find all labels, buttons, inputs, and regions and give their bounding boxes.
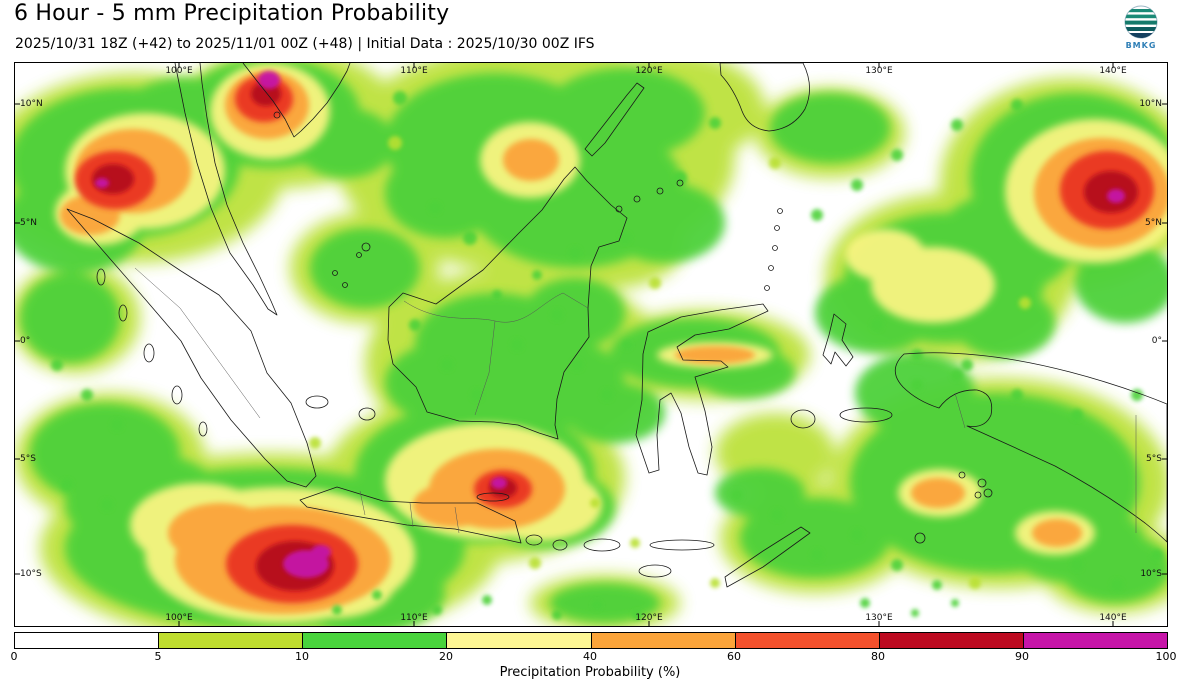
precip-field-speckles <box>51 91 1163 620</box>
colorbar-tick: 90 <box>1015 650 1029 663</box>
page-title: 6 Hour - 5 mm Precipitation Probability <box>14 1 450 26</box>
colorbar-segment <box>1023 633 1167 648</box>
precipitation-map-canvas <box>15 63 1167 626</box>
colorbar-tick: 40 <box>583 650 597 663</box>
bmkg-logo-label: BMKG <box>1125 41 1157 50</box>
colorbar-tick: 20 <box>439 650 453 663</box>
colorbar-tick: 0 <box>10 650 18 663</box>
colorbar-segment <box>447 633 592 648</box>
colorbar-segment <box>303 633 448 648</box>
precip-field-lime-speckles <box>309 136 1031 589</box>
colorbar-tick: 5 <box>154 650 162 663</box>
colorbar <box>14 632 1168 649</box>
bmkg-logo: BMKG <box>1118 4 1164 51</box>
colorbar-tick: 10 <box>295 650 309 663</box>
colorbar-ticks: 0 5 10 20 40 60 80 90 100 <box>10 650 1177 663</box>
graticule-ticks <box>15 63 1167 626</box>
precip-field-magenta-layer <box>95 71 1125 578</box>
validity-subtitle: 2025/10/31 18Z (+42) to 2025/11/01 00Z (… <box>15 36 595 52</box>
coastlines <box>66 63 1167 588</box>
colorbar-segment <box>159 633 304 648</box>
colorbar-segment <box>591 633 736 648</box>
colorbar-segment <box>735 633 880 648</box>
globe-icon <box>1124 5 1158 39</box>
colorbar-segment <box>879 633 1024 648</box>
precipitation-map: 10°N 5°N 0° 5°S 10°S 10°N 5°N 0° 5°S 10°… <box>14 62 1168 627</box>
colorbar-tick: 100 <box>1155 650 1177 663</box>
colorbar-tick: 60 <box>727 650 741 663</box>
admin-borders <box>134 267 1137 534</box>
colorbar-title: Precipitation Probability (%) <box>499 665 681 680</box>
colorbar-tick: 80 <box>871 650 885 663</box>
colorbar-segment <box>15 633 160 648</box>
